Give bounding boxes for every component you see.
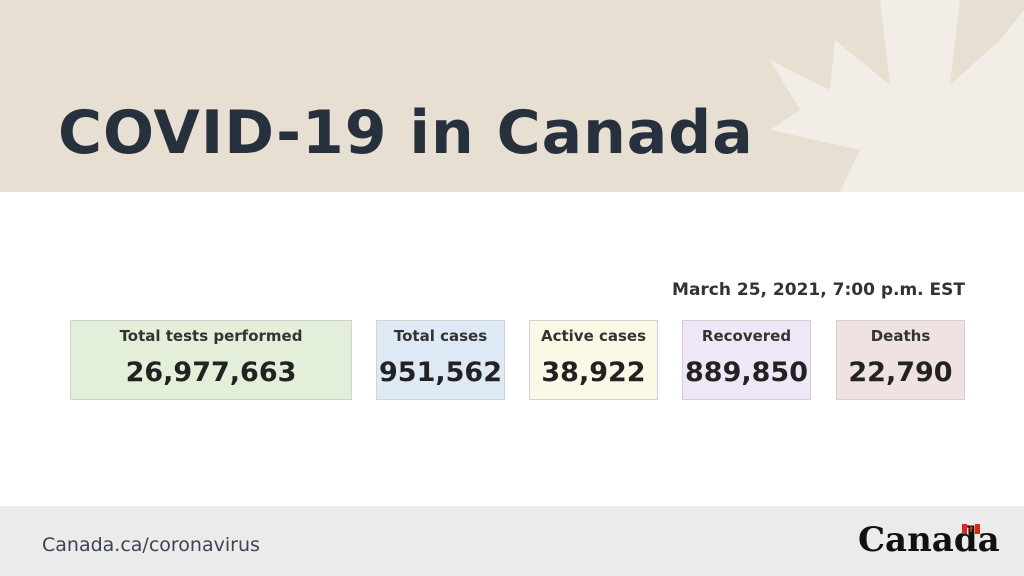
stat-value: 26,977,663	[125, 357, 297, 388]
stat-card: Total cases 951,562	[376, 320, 505, 400]
stat-card: Recovered 889,850	[682, 320, 811, 400]
stat-label: Total tests performed	[119, 327, 303, 345]
stat-value: 22,790	[848, 357, 953, 388]
stat-value: 889,850	[685, 357, 808, 388]
date: March 25, 2021, 7:00 p.m. EST	[672, 280, 965, 300]
stat-label: Active cases	[540, 327, 647, 345]
stat-card: Total tests performed 26,977,663	[70, 320, 352, 400]
stat-value: 38,922	[541, 357, 646, 388]
stat-card: Active cases 38,922	[529, 320, 658, 400]
stat-card: Deaths 22,790	[836, 320, 965, 400]
footer: Canada.ca/coronavirus Canada	[0, 506, 1024, 576]
footer-url[interactable]: Canada.ca/coronavirus	[42, 534, 260, 556]
title: COVID-19 in Canada	[58, 98, 754, 168]
flag	[962, 524, 980, 534]
stat-label: Total cases	[393, 327, 488, 345]
banner: COVID-19 in Canada	[0, 0, 1024, 192]
maple-leaf	[770, 0, 1024, 192]
stat-label: Deaths	[870, 327, 931, 345]
stat-value: 951,562	[379, 357, 502, 388]
stat-label: Recovered	[701, 327, 792, 345]
